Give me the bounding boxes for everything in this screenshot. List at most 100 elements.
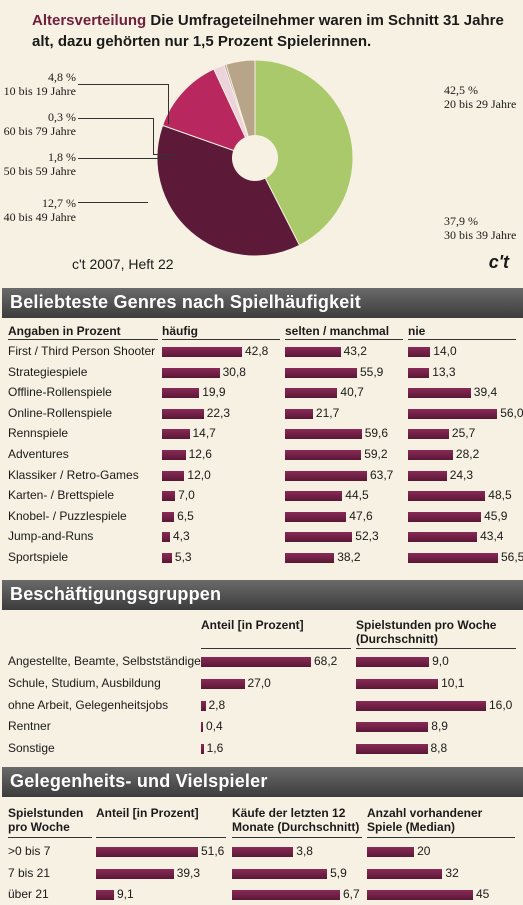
bar-value-label: 12,6 xyxy=(188,447,212,461)
bar-value-label: 24,3 xyxy=(449,467,474,482)
bar-value-label: 43,4 xyxy=(480,529,504,544)
bar-mark xyxy=(162,553,172,563)
bar-value-label: 12,0 xyxy=(187,467,211,482)
bar-mark xyxy=(408,553,498,563)
headline-accent: Altersverteilung xyxy=(32,12,147,29)
bar-value-label: 9,0 xyxy=(432,654,449,668)
row-label: über 21 xyxy=(8,887,49,901)
bar-value-label: 30,8 xyxy=(222,364,246,379)
pie-leader-line xyxy=(153,154,175,155)
bar-mark xyxy=(356,657,430,667)
bar-value-label: 16,0 xyxy=(489,697,513,712)
headline: Altersverteilung Die Umfrageteilnehmer w… xyxy=(32,10,512,52)
bar-mark xyxy=(162,429,190,440)
bar-value-label: 38,2 xyxy=(337,550,361,564)
jobs-banner: Beschäftigungsgruppen xyxy=(2,580,523,610)
category-header: Angaben in Prozent xyxy=(8,324,121,338)
pie-label-text: 50 bis 59 Jahre xyxy=(3,164,76,178)
header-rule xyxy=(8,339,158,340)
header-rule xyxy=(232,837,362,838)
series-header-0: Anteil [in Prozent] xyxy=(96,806,199,820)
bar-value-label: 32 xyxy=(445,865,459,880)
bar-value-label: 1,6 xyxy=(206,741,224,756)
bar-value-label: 43,2 xyxy=(343,344,367,358)
bar-mark xyxy=(285,367,357,378)
bar-mark xyxy=(162,511,175,522)
bar-value-label: 27,0 xyxy=(247,675,271,690)
pie-label-1: 37,9 % 30 bis 39 Jahre xyxy=(444,214,516,242)
bar-value-label: 20 xyxy=(417,844,431,858)
series-header-1: selten / manchmal xyxy=(285,324,390,338)
pie-label-value: 4,8 % xyxy=(48,70,76,84)
bar-mark xyxy=(367,890,473,900)
bar-value-label: 52,3 xyxy=(355,529,379,544)
bar-value-label: 56,5 xyxy=(501,550,523,564)
bar-mark xyxy=(201,744,204,755)
bar-value-label: 13,3 xyxy=(432,364,456,379)
header-rule xyxy=(356,648,516,649)
bar-value-label: 4,3 xyxy=(173,529,190,544)
bar-mark xyxy=(408,429,449,440)
header-rule xyxy=(8,837,92,838)
bar-mark xyxy=(367,847,415,857)
bar-value-label: 5,3 xyxy=(174,550,192,564)
bar-value-label: 59,6 xyxy=(364,426,389,441)
pie-label-5: 4,8 % 10 bis 19 Jahre xyxy=(0,70,76,98)
series-header-0: Anteil [in Prozent] xyxy=(201,618,304,632)
bar-mark xyxy=(96,890,114,900)
bar-value-label: 14,0 xyxy=(433,344,457,358)
pie-slice-1 xyxy=(156,124,301,257)
bar-mark xyxy=(96,847,198,857)
pie-label-value: 1,8 % xyxy=(48,150,76,164)
bar-value-label: 44,5 xyxy=(345,488,369,503)
bar-mark xyxy=(285,511,347,522)
bar-value-label: 14,7 xyxy=(192,426,216,441)
header-rule xyxy=(367,837,515,838)
bar-mark xyxy=(285,553,335,563)
header-rule xyxy=(96,837,226,838)
pie-label-0: 42,5 % 20 bis 29 Jahre xyxy=(444,83,516,111)
row-label: Jump-and-Runs xyxy=(8,529,94,544)
bar-mark xyxy=(356,744,428,755)
players-banner: Gelegenheits- und Vielspieler xyxy=(2,767,523,797)
bar-mark xyxy=(408,347,431,357)
row-label: First / Third Person Shooter xyxy=(8,344,156,358)
bar-mark xyxy=(162,532,170,543)
bar-mark xyxy=(162,450,186,460)
age-pie-chart xyxy=(156,59,354,257)
bar-mark xyxy=(408,388,471,399)
bar-mark xyxy=(285,491,343,502)
row-label: Karten- / Brettspiele xyxy=(8,488,115,503)
bar-value-label: 6,7 xyxy=(343,887,360,901)
bar-value-label: 25,7 xyxy=(451,426,476,441)
pie-label-text: 20 bis 29 Jahre xyxy=(444,97,517,111)
row-label: 7 bis 21 xyxy=(8,865,51,880)
pie-label-2: 12,7 % 40 bis 49 Jahre xyxy=(0,196,76,224)
bar-value-label: 56,0 xyxy=(500,405,523,420)
bar-mark xyxy=(285,470,367,481)
pie-label-text: 60 bis 79 Jahre xyxy=(3,124,76,138)
bar-mark xyxy=(162,470,185,481)
bar-mark xyxy=(232,847,294,857)
row-label: Rentner xyxy=(8,719,51,734)
row-label: Sonstige xyxy=(8,741,55,756)
bar-value-label: 51,6 xyxy=(201,844,225,858)
row-label: Knobel- / Puzzlespiele xyxy=(8,508,127,523)
source-note: c't 2007, Heft 22 xyxy=(72,256,174,272)
bar-value-label: 6,5 xyxy=(177,508,194,523)
row-label: Klassiker / Retro-Games xyxy=(8,467,139,482)
bar-mark xyxy=(285,450,362,460)
bar-mark xyxy=(201,657,311,667)
pie-label-4: 0,3 % 60 bis 79 Jahre xyxy=(0,110,76,138)
bar-mark xyxy=(356,700,486,711)
bar-mark xyxy=(285,388,338,399)
headline-text: Die Umfrageteilnehmer waren im Schnitt 3… xyxy=(32,12,504,50)
genres-banner: Beliebteste Genres nach Spielhäufigkeit xyxy=(2,288,523,318)
pie-leader-line xyxy=(168,84,169,124)
pie-slice-0 xyxy=(254,59,354,246)
row-label: ohne Arbeit, Gelegenheitsjobs xyxy=(8,697,169,712)
bar-mark xyxy=(408,491,486,502)
pie-leader-line xyxy=(78,118,153,119)
bar-value-label: 10,1 xyxy=(441,675,465,690)
bar-mark xyxy=(285,347,341,357)
